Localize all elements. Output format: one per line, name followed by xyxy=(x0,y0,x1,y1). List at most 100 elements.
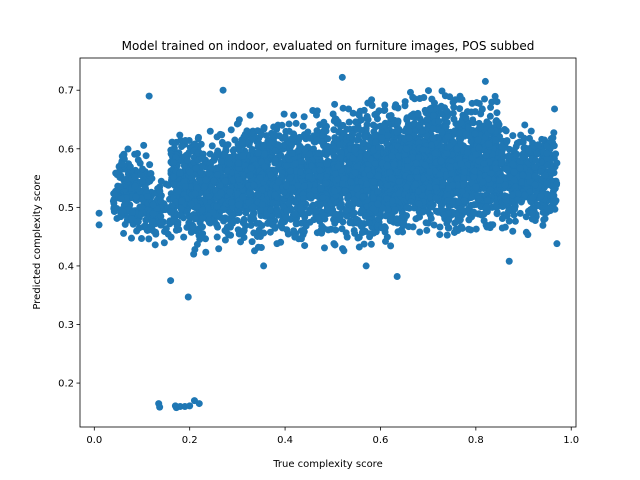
scatter-point xyxy=(553,240,561,248)
scatter-point xyxy=(110,204,118,212)
scatter-point xyxy=(472,183,480,191)
scatter-point xyxy=(288,149,296,157)
scatter-point xyxy=(274,178,282,186)
scatter-point xyxy=(460,197,468,205)
scatter-point xyxy=(346,217,354,225)
scatter-point xyxy=(443,150,451,158)
scatter-point xyxy=(457,160,465,168)
scatter-point xyxy=(254,143,262,151)
scatter-point xyxy=(336,154,344,162)
scatter-point xyxy=(180,233,188,241)
scatter-point xyxy=(539,221,547,229)
scatter-point xyxy=(213,164,221,172)
scatter-point xyxy=(160,239,168,247)
scatter-point xyxy=(408,113,416,121)
scatter-point xyxy=(215,245,223,253)
scatter-point xyxy=(172,138,180,146)
scatter-point xyxy=(453,188,461,196)
scatter-point xyxy=(324,142,332,150)
scatter-point xyxy=(275,142,283,150)
scatter-point xyxy=(532,156,540,164)
scatter-point xyxy=(324,135,332,143)
scatter-point xyxy=(491,92,499,100)
scatter-point xyxy=(266,228,274,236)
scatter-point xyxy=(145,92,153,100)
scatter-point xyxy=(430,111,438,119)
scatter-point xyxy=(511,217,519,225)
scatter-point xyxy=(352,118,360,126)
scatter-point xyxy=(186,168,194,176)
scatter-point xyxy=(177,205,185,213)
scatter-point xyxy=(193,184,201,192)
scatter-point xyxy=(371,111,379,119)
scatter-point xyxy=(126,163,134,171)
scatter-point xyxy=(258,131,266,139)
scatter-point xyxy=(167,208,175,216)
scatter-point xyxy=(384,131,392,139)
scatter-point xyxy=(291,160,299,168)
scatter-point xyxy=(174,220,182,228)
scatter-point xyxy=(187,228,195,236)
scatter-point xyxy=(531,163,539,171)
scatter-point xyxy=(95,209,103,217)
scatter-point xyxy=(116,173,124,181)
scatter-point xyxy=(247,164,255,172)
scatter-point xyxy=(167,233,175,241)
scatter-point xyxy=(157,212,165,220)
scatter-point xyxy=(250,181,258,189)
scatter-point xyxy=(419,208,427,216)
scatter-point xyxy=(339,104,347,112)
scatter-point xyxy=(217,189,225,197)
scatter-point xyxy=(234,119,242,127)
scatter-point xyxy=(351,146,359,154)
scatter-point xyxy=(187,200,195,208)
scatter-point xyxy=(517,131,525,139)
scatter-point xyxy=(475,99,483,107)
scatter-point xyxy=(95,221,103,229)
scatter-point xyxy=(291,233,299,241)
scatter-point xyxy=(257,206,264,214)
scatter-point xyxy=(280,110,288,118)
scatter-point xyxy=(457,140,465,148)
scatter-point xyxy=(481,95,489,103)
scatter-point xyxy=(460,168,468,176)
scatter-point xyxy=(304,128,312,136)
scatter-point xyxy=(143,193,151,201)
scatter-point xyxy=(340,247,348,255)
scatter-point xyxy=(344,192,352,200)
scatter-point xyxy=(394,119,402,127)
scatter-point xyxy=(349,109,357,117)
scatter-point xyxy=(297,205,305,213)
scatter-point xyxy=(361,133,369,141)
scatter-point xyxy=(533,149,541,157)
y-tick-label: 0.6 xyxy=(58,144,74,155)
scatter-point xyxy=(467,201,475,209)
x-tick-label: 0.2 xyxy=(182,435,198,446)
scatter-point xyxy=(267,206,275,214)
scatter-point xyxy=(360,228,368,236)
scatter-point xyxy=(496,177,504,185)
scatter-point xyxy=(329,110,337,118)
scatter-point xyxy=(178,197,186,205)
scatter-point xyxy=(519,153,527,161)
scatter-point xyxy=(282,182,290,190)
scatter-point xyxy=(300,226,308,234)
scatter-point xyxy=(365,160,373,168)
scatter-point xyxy=(345,118,353,126)
scatter-point xyxy=(450,103,458,111)
scatter-point xyxy=(355,110,363,118)
scatter-point xyxy=(514,196,522,204)
scatter-point xyxy=(334,118,342,126)
scatter-point xyxy=(442,123,450,131)
scatter-point xyxy=(191,190,199,198)
scatter-point xyxy=(465,225,473,233)
scatter-point xyxy=(476,124,484,132)
scatter-point xyxy=(176,169,184,177)
scatter-point xyxy=(364,166,372,174)
scatter-point xyxy=(438,128,446,136)
scatter-point xyxy=(480,159,488,167)
scatter-point xyxy=(117,210,125,218)
scatter-point xyxy=(516,209,524,217)
scatter-point xyxy=(278,121,286,129)
y-tick-label: 0.7 xyxy=(58,86,74,97)
